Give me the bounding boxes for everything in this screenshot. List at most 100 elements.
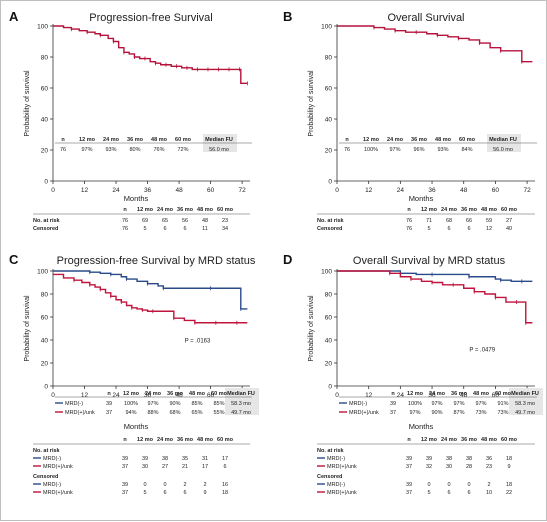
table-header: 60 mo	[459, 137, 476, 143]
table-header: 60 mo	[211, 391, 228, 397]
table-cell: 97%	[81, 147, 92, 153]
y-axis-label: Probability of survival	[308, 70, 315, 137]
table-header: 60 mo	[495, 391, 512, 397]
risk-row-label: No. at risk	[33, 218, 61, 224]
risk-cell: 0	[447, 482, 450, 488]
risk-cell: 76	[122, 218, 128, 224]
table-cell: 97%	[409, 410, 420, 416]
legend-label: MRD(+)/unk	[349, 410, 379, 416]
table-cell: 80%	[129, 147, 140, 153]
x-tick-label: 12	[81, 392, 89, 399]
x-tick-label: 60	[207, 187, 215, 194]
risk-header: 48 mo	[481, 207, 498, 213]
risk-cell: 56	[182, 218, 188, 224]
panel-letter: C	[9, 252, 19, 267]
table-header: n	[391, 391, 395, 397]
risk-cell: 35	[182, 456, 188, 462]
y-tick-label: 80	[325, 55, 333, 62]
risk-cell: 0	[163, 482, 166, 488]
table-cell: 100%	[124, 401, 138, 407]
risk-cell: 5	[427, 226, 430, 232]
p-value: P = .0479	[469, 348, 495, 354]
risk-header: 60 mo	[217, 437, 234, 443]
risk-cell: 16	[222, 482, 228, 488]
y-tick-label: 0	[328, 384, 332, 391]
table-header: 36 mo	[451, 391, 468, 397]
y-tick-label: 20	[41, 361, 49, 368]
risk-cell: 39	[406, 482, 412, 488]
risk-header: 12 mo	[421, 207, 438, 213]
risk-cell: 10	[486, 490, 492, 496]
risk-header: 48 mo	[197, 437, 214, 443]
table-cell: 96%	[413, 147, 424, 153]
risk-cell: 37	[406, 490, 412, 496]
risk-cell: 23	[222, 218, 228, 224]
risk-cell: 39	[122, 482, 128, 488]
table-cell: 73%	[475, 410, 486, 416]
table-cell: 100%	[408, 401, 422, 407]
table-cell: 91%	[497, 401, 508, 407]
risk-cell: 37	[122, 464, 128, 470]
x-tick-label: 48	[175, 392, 183, 399]
risk-header: 60 mo	[501, 437, 518, 443]
risk-row-label: Censored	[33, 226, 58, 232]
legend-label: MRD(-)	[349, 401, 367, 407]
risk-cell: 6	[467, 226, 470, 232]
risk-cell: 18	[222, 490, 228, 496]
km-curve-mrdunk	[53, 273, 248, 324]
table-cell: 94%	[125, 410, 136, 416]
risk-cell: 18	[506, 456, 512, 462]
risk-cell: 30	[446, 464, 452, 470]
risk-section-label: Censored	[317, 474, 342, 480]
risk-cell: 2	[487, 482, 490, 488]
risk-cell: 6	[447, 226, 450, 232]
table-cell: 76	[344, 147, 350, 153]
risk-cell: 0	[143, 482, 146, 488]
table-header: 48 mo	[151, 137, 168, 143]
panel-letter: A	[9, 9, 19, 24]
table-header: 48 mo	[473, 391, 490, 397]
risk-cell: 5	[143, 226, 146, 232]
table-cell: 39	[106, 401, 112, 407]
table-header: 24 mo	[387, 137, 404, 143]
median-fu-bg	[225, 388, 259, 415]
risk-cell: 40	[506, 226, 512, 232]
y-axis-label: Probability of survival	[308, 295, 315, 362]
risk-cell: 69	[142, 218, 148, 224]
km-curve-all	[53, 25, 248, 85]
risk-cell: 6	[163, 490, 166, 496]
y-tick-label: 40	[41, 117, 49, 124]
table-cell: 84%	[461, 147, 472, 153]
table-cell: 58.3 mo	[515, 401, 535, 407]
risk-cell: 17	[222, 456, 228, 462]
y-tick-label: 20	[325, 148, 333, 155]
table-cell: 97%	[475, 401, 486, 407]
risk-row-label: MRD(-)	[43, 456, 61, 462]
x-tick-label: 12	[81, 187, 89, 194]
table-cell: 39	[390, 401, 396, 407]
risk-header: 36 mo	[177, 437, 194, 443]
y-axis-label: Probability of survival	[24, 70, 31, 137]
table-header: 48 mo	[435, 137, 452, 143]
risk-row-label: MRD(-)	[327, 456, 345, 462]
x-tick-label: 48	[460, 187, 468, 194]
risk-cell: 6	[447, 490, 450, 496]
risk-header: 12 mo	[421, 437, 438, 443]
table-header: n	[345, 137, 349, 143]
table-cell: 97%	[389, 147, 400, 153]
risk-cell: 38	[162, 456, 168, 462]
x-tick-label: 12	[365, 187, 373, 194]
table-header: 48 mo	[189, 391, 206, 397]
table-cell: 65%	[191, 410, 202, 416]
risk-section-label: No. at risk	[317, 448, 345, 454]
x-tick-label: 0	[335, 187, 339, 194]
y-axis-label: Probability of survival	[24, 295, 31, 362]
table-header: 12 mo	[407, 391, 424, 397]
risk-header: 36 mo	[177, 207, 194, 213]
risk-cell: 39	[122, 456, 128, 462]
table-header: Median FU	[511, 391, 539, 397]
x-tick-label: 36	[144, 392, 152, 399]
risk-header: 60 mo	[501, 207, 518, 213]
